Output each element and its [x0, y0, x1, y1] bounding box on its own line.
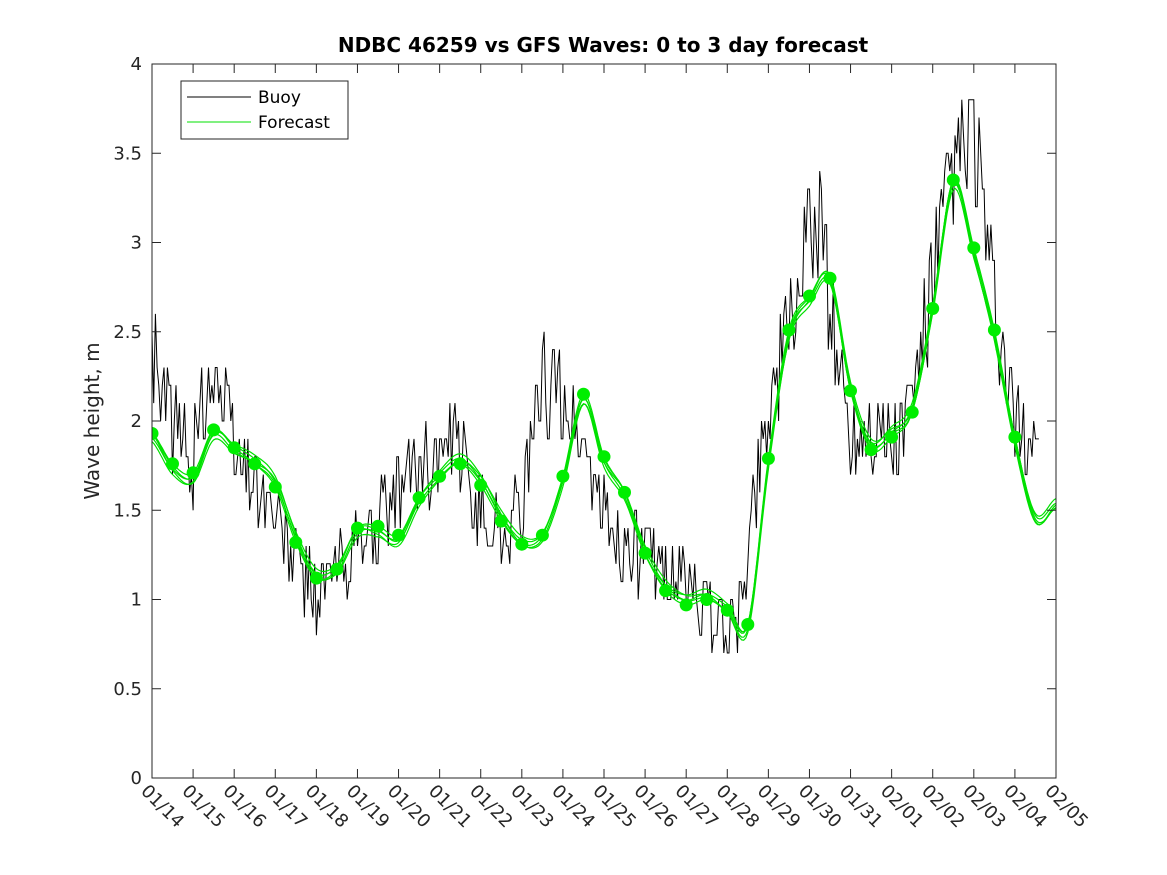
forecast-marker — [268, 480, 282, 494]
y-tick-label: 2 — [131, 411, 142, 432]
forecast-marker — [248, 457, 262, 471]
y-tick-label: 0 — [131, 768, 142, 789]
forecast-marker — [597, 450, 611, 464]
forecast-marker — [679, 598, 693, 612]
forecast-marker — [803, 289, 816, 303]
forecast-marker — [535, 528, 549, 542]
legend-buoy-label: Buoy — [258, 88, 301, 108]
y-tick-label: 3.5 — [113, 143, 142, 164]
y-tick-label: 0.5 — [113, 679, 142, 700]
forecast-marker — [494, 514, 508, 528]
forecast-marker — [577, 387, 590, 401]
forecast-marker — [371, 519, 385, 533]
forecast-marker — [761, 452, 775, 465]
forecast-marker — [741, 618, 755, 631]
forecast-marker — [782, 323, 796, 337]
forecast-marker — [1008, 430, 1022, 444]
forecast-marker — [453, 457, 467, 471]
forecast-marker — [926, 302, 940, 315]
forecast-marker — [556, 469, 570, 483]
y-tick-label: 2.5 — [113, 322, 142, 343]
forecast-marker — [967, 241, 981, 255]
forecast-marker — [474, 478, 488, 492]
forecast-marker — [844, 384, 857, 398]
forecast-marker — [720, 603, 734, 617]
forecast-series-line-1 — [152, 181, 1056, 633]
forecast-marker — [166, 457, 179, 471]
forecast-marker — [515, 537, 529, 551]
y-tick-label: 1.5 — [113, 500, 142, 521]
forecast-marker — [289, 535, 303, 549]
chart-title: NDBC 46259 vs GFS Waves: 0 to 3 day fore… — [338, 33, 869, 57]
y-axis-label: Wave height, m — [80, 342, 104, 499]
forecast-marker — [152, 427, 159, 440]
forecast-marker — [823, 271, 837, 285]
forecast-marker — [987, 323, 1001, 337]
forecast-marker — [227, 441, 241, 455]
forecast-marker — [618, 485, 631, 499]
forecast-marker — [864, 443, 878, 457]
forecast-marker — [330, 562, 344, 576]
legend-forecast-label: Forecast — [258, 113, 330, 133]
forecast-marker — [351, 521, 364, 535]
y-tick-label: 1 — [131, 590, 142, 611]
forecast-marker — [700, 593, 714, 606]
forecast-marker — [207, 423, 221, 437]
forecast-marker — [659, 584, 673, 598]
forecast-marker — [638, 546, 652, 560]
forecast-marker — [186, 466, 200, 480]
forecast-marker — [905, 405, 919, 419]
forecast-marker — [433, 469, 447, 483]
forecast-marker — [309, 571, 323, 585]
y-tick-label: 3 — [131, 233, 142, 254]
forecast-marker — [946, 173, 960, 187]
forecast-marker — [412, 491, 426, 505]
forecast-marker — [392, 528, 405, 542]
y-tick-label: 4 — [131, 54, 142, 75]
forecast-marker — [885, 430, 899, 444]
legend-box — [180, 80, 349, 140]
legend: Buoy Forecast — [180, 80, 349, 140]
